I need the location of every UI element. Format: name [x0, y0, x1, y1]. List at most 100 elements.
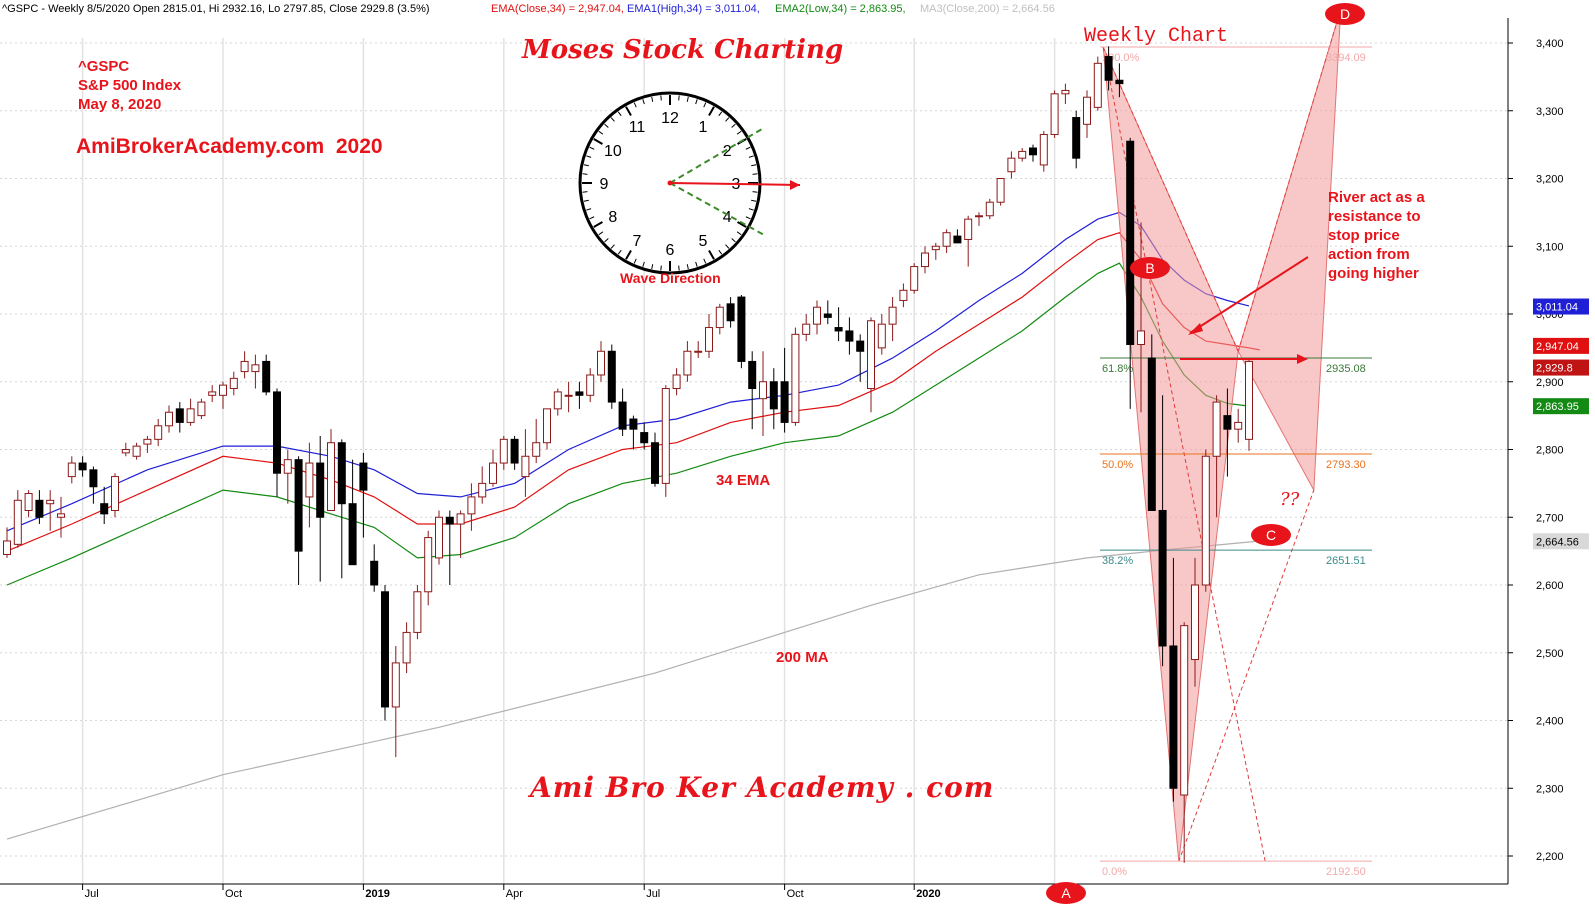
clock-tick [718, 249, 723, 255]
clock-number: 9 [600, 176, 609, 193]
clock-number: 5 [699, 233, 708, 250]
clock-tick [617, 249, 622, 255]
candle-body-up [1039, 133, 1048, 166]
clock-tick [751, 164, 757, 167]
price-axis: 2,200 2,300 2,400 2,500 2,600 2,700 2,800 2,900… [1507, 18, 1564, 884]
clock-tick [598, 231, 604, 236]
clock-arrow-head [790, 180, 800, 190]
point-badge-b [1130, 257, 1170, 279]
ma-line-ma3-close-200- [6, 540, 1260, 840]
point-label-d: D [1340, 6, 1350, 22]
candle-body-up [435, 516, 443, 559]
clock-tick [703, 258, 707, 264]
candle-body-up [46, 499, 55, 505]
candle-body-down [769, 381, 778, 410]
clock-tick [593, 221, 603, 228]
point-badge-d [1325, 3, 1365, 25]
clock-tick [625, 106, 632, 116]
candle-body-down [100, 503, 109, 515]
candle-body-up [521, 455, 530, 478]
candle-body-down [510, 438, 519, 464]
candle-body-up [942, 232, 951, 247]
candle-body-down [640, 432, 649, 444]
candle-body-up [899, 289, 908, 301]
clock-tick [604, 238, 609, 243]
x-tick-label: 2020 [916, 888, 940, 900]
fib-pct-label: 38.2% [1102, 555, 1133, 567]
clock-tick [748, 155, 754, 158]
candle-body-down [1169, 645, 1178, 789]
clock-tick [695, 99, 698, 105]
clock-tick [586, 208, 592, 211]
fib-pct-label: 61.8% [1102, 363, 1133, 375]
candle-body-up [1061, 89, 1070, 95]
ma-line-ema2-low-34- [6, 262, 1250, 586]
candle-body-up [219, 384, 227, 396]
candle-body-up [921, 252, 929, 268]
candle-body-down [359, 462, 368, 491]
candle-body-up [553, 391, 562, 410]
y-tick-label: 2,600 [1536, 580, 1564, 592]
clock-tick [586, 155, 592, 158]
price-tag-box [1533, 398, 1589, 415]
wave-direction-clock: 121234567891011 Wave Direction [578, 91, 801, 286]
x-tick-label: Oct [787, 888, 804, 900]
candle-body-down [737, 296, 746, 362]
candle-body-down [337, 442, 346, 505]
clock-tick [708, 106, 715, 116]
candle-body-down [348, 503, 357, 566]
clock-tick [731, 238, 736, 243]
candle-body-up [251, 364, 260, 373]
candle-body-up [1050, 93, 1059, 135]
y-tick-label: 3,200 [1536, 174, 1564, 186]
candle-body-up [964, 218, 973, 240]
river-line-1: River act as a [1328, 189, 1425, 206]
x-tick-label: Jul [85, 888, 99, 900]
candle-body-down [629, 418, 638, 430]
candle-body-up [597, 350, 605, 376]
clock-tick [752, 173, 758, 175]
candle-body-down [316, 462, 325, 518]
candle-body-up [283, 459, 292, 474]
candle-body-down [1158, 509, 1167, 647]
clock-tick [651, 264, 654, 270]
candle-body-up [1191, 584, 1199, 661]
candle-body-up [24, 493, 33, 511]
chart-date: May 8, 2020 [78, 96, 161, 113]
candle-body-up [996, 178, 1005, 203]
y-tick-label: 2,900 [1536, 377, 1564, 389]
y-tick-label: 2,500 [1536, 648, 1564, 660]
candle-body-up [3, 540, 11, 556]
y-tick-label: 3,400 [1536, 38, 1564, 50]
clock-tick [610, 117, 615, 122]
price-tag-box [1533, 298, 1589, 315]
candle-body-up [1083, 96, 1091, 125]
clock-tick [633, 102, 637, 108]
candle-body-up [240, 360, 249, 373]
candle-body-down [89, 469, 98, 488]
candle-body-up [1018, 150, 1027, 159]
harmonic-pattern [1102, 8, 1342, 862]
point-badge-c [1251, 524, 1291, 546]
candle-body-up [121, 449, 130, 454]
clock-number: 2 [723, 143, 732, 160]
y-tick-label: 2,700 [1536, 512, 1564, 524]
candle-body-up [391, 662, 400, 708]
clock-number: 4 [723, 209, 732, 226]
candle-body-down [1104, 56, 1113, 81]
candlesticks [3, 46, 1253, 863]
header-ema-close: EMA(Close,34) = 2,947.04, [491, 3, 624, 15]
fib-pct-label: 0.0% [1102, 866, 1127, 878]
x-tick-label: 2019 [365, 888, 389, 900]
clock-tick [583, 164, 589, 167]
pattern-bcd-triangle [1237, 8, 1342, 492]
candle-body-down [618, 401, 627, 430]
fib-value-label: 3394.09 [1326, 52, 1366, 64]
candle-body-up [694, 350, 703, 353]
clock-tick [651, 96, 654, 102]
price-tag-box [1533, 533, 1589, 550]
candle-body-up [229, 377, 238, 390]
river-note: River act as a resistance to stop price … [1328, 189, 1425, 282]
candle-body-down [953, 235, 962, 244]
